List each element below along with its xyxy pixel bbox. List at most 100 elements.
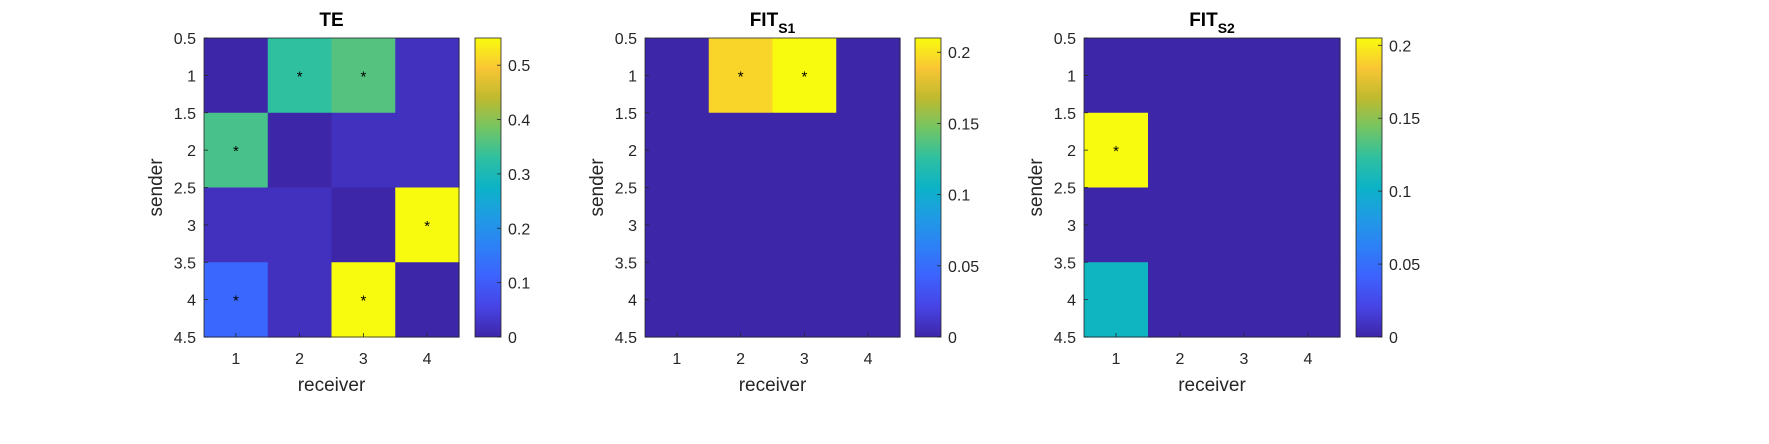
x-tick-label-3: 3 xyxy=(359,351,368,368)
y-tick-label-9: 4.5 xyxy=(1054,330,1076,347)
significance-marker-r3-c4: * xyxy=(424,218,430,235)
heatmap-cell-r1-c1 xyxy=(1084,38,1149,114)
heatmap-cell-r4-c1 xyxy=(204,262,269,338)
chart-title-subscript: S1 xyxy=(778,20,795,36)
heatmap-cell-r1-c4 xyxy=(1276,38,1341,114)
y-tick-label-8: 4 xyxy=(1067,293,1076,310)
y-axis-label: sender xyxy=(587,158,608,217)
y-tick-label-4: 2 xyxy=(628,143,637,160)
heatmap-cell-r4-c3 xyxy=(772,262,837,338)
heatmap-cell-r4-c4 xyxy=(1276,262,1341,338)
heatmap-cell-r4-c3 xyxy=(1212,262,1277,338)
y-tick-label-3: 1.5 xyxy=(615,106,637,123)
chart-title-subscript: S2 xyxy=(1218,20,1235,36)
colorbar xyxy=(914,37,942,338)
significance-marker-r1-c2: * xyxy=(297,68,303,85)
x-tick-label-3: 3 xyxy=(1240,351,1249,368)
heatmap-cell-r3-c4 xyxy=(836,187,901,263)
colorbar-tick-label-2: 0.05 xyxy=(1389,257,1420,274)
heatmap-cell-r2-c3 xyxy=(331,112,396,189)
colorbar-tick-label-4: 0.15 xyxy=(948,116,979,133)
heatmap-cell-r3-c1 xyxy=(645,187,710,263)
significance-marker-r2-c1: * xyxy=(233,143,239,160)
colorbar-tick-label-5: 0.4 xyxy=(508,113,530,130)
y-tick-label-2: 1 xyxy=(628,68,637,85)
heatmap-cell-r4-c1 xyxy=(645,262,710,338)
significance-marker-r2-c1: * xyxy=(1113,143,1119,160)
x-tick-label-3: 3 xyxy=(800,351,809,368)
colorbar-tick-label-5: 0.2 xyxy=(1389,38,1411,55)
y-tick-label-5: 2.5 xyxy=(174,181,196,198)
y-tick-label-2: 1 xyxy=(1067,68,1076,85)
significance-marker-r1-c3: * xyxy=(801,68,807,85)
heatmap-cell-r2-c4 xyxy=(836,112,901,189)
heatmap-cell-r1-c1 xyxy=(645,38,710,114)
x-axis-label: receiver xyxy=(1178,375,1246,396)
x-tick-label-4: 4 xyxy=(1304,351,1313,368)
heatmap-cell-r2-c1 xyxy=(204,112,269,189)
heatmap-cell-r4-c3 xyxy=(331,262,396,338)
chart-title: FITS2 xyxy=(1189,10,1235,36)
colorbar-tick-label-3: 0.1 xyxy=(948,188,970,205)
x-tick-label-1: 1 xyxy=(672,351,681,368)
y-tick-label-7: 3.5 xyxy=(174,255,196,272)
heatmap-cell-r3-c2 xyxy=(708,187,774,263)
chart-title-main: FIT xyxy=(750,10,779,31)
heatmap-cell-r3-c3 xyxy=(772,187,837,263)
heatmap-cell-r2-c3 xyxy=(772,112,837,189)
y-tick-label-6: 3 xyxy=(1067,218,1076,235)
colorbar-tick-label-3: 0.2 xyxy=(508,221,530,238)
heatmap-cell-r4-c4 xyxy=(395,262,460,338)
y-tick-label-9: 4.5 xyxy=(174,330,196,347)
chart-title: TE xyxy=(319,10,343,31)
heatmap-cell-r3-c1 xyxy=(1084,187,1149,263)
heatmap-cell-r2-c2 xyxy=(708,112,774,189)
chart-title-main: TE xyxy=(319,10,343,31)
y-tick-label-9: 4.5 xyxy=(615,330,637,347)
x-tick-label-4: 4 xyxy=(423,351,432,368)
panel-2: * * 0.5 1 1.5 2 2.5 3 3.5 4 4.5 1 2 3 4 receiver sender F… xyxy=(587,10,979,396)
x-tick-label-2: 2 xyxy=(1176,351,1185,368)
y-tick-label-4: 2 xyxy=(187,143,196,160)
colorbar-tick-label-5: 0.2 xyxy=(948,45,970,62)
heatmap-cell-r2-c4 xyxy=(1276,112,1341,189)
heatmap-cell-r4-c4 xyxy=(836,262,901,338)
x-tick-label-1: 1 xyxy=(1112,351,1121,368)
y-tick-label-1: 0.5 xyxy=(174,31,196,48)
heatmap-cell-r2-c3 xyxy=(1212,112,1277,189)
heatmap-cell-r3-c4 xyxy=(1276,187,1341,263)
y-axis-label: sender xyxy=(146,158,167,217)
colorbar-tick-label-4: 0.3 xyxy=(508,167,530,184)
y-tick-label-5: 2.5 xyxy=(615,181,637,198)
y-tick-label-3: 1.5 xyxy=(174,106,196,123)
y-tick-label-2: 1 xyxy=(187,68,196,85)
heatmap-cell-r4-c2 xyxy=(708,262,774,338)
heatmap-cell-r2-c2 xyxy=(267,112,333,189)
heatmap-cell-r1-c2 xyxy=(708,38,774,114)
colorbar-tick-label-1: 0 xyxy=(1389,330,1398,347)
x-axis-label: receiver xyxy=(739,375,807,396)
heatmap-cell-r2-c2 xyxy=(1148,112,1213,189)
x-axis-label: receiver xyxy=(298,375,366,396)
colorbar xyxy=(1355,37,1383,338)
y-tick-label-1: 0.5 xyxy=(1054,31,1076,48)
heatmap-cell-r1-c3 xyxy=(1212,38,1277,114)
colorbar-tick-label-1: 0 xyxy=(508,330,517,347)
colorbar-tick-label-1: 0 xyxy=(948,330,957,347)
heatmap-cell-r1-c2 xyxy=(267,38,333,114)
colorbar-tick-label-3: 0.1 xyxy=(1389,184,1411,201)
heatmap-cell-r2-c1 xyxy=(1084,112,1149,189)
significance-marker-r1-c3: * xyxy=(360,68,366,85)
y-axis-label: sender xyxy=(1026,158,1047,217)
y-tick-label-7: 3.5 xyxy=(1054,255,1076,272)
y-tick-label-8: 4 xyxy=(628,293,637,310)
heatmap-cell-r4-c2 xyxy=(1148,262,1213,338)
significance-marker-r4-c3: * xyxy=(360,293,366,310)
heatmap-cell-r2-c4 xyxy=(395,112,460,189)
panel-1: * * * * * * 0.5 1 1.5 2 2.5 3 3.5 4 4.5 1 2 3 4 receiver sen… xyxy=(146,10,530,396)
x-tick-label-1: 1 xyxy=(231,351,240,368)
heatmap-cell-r3-c3 xyxy=(1212,187,1277,263)
heatmap-cell-r3-c1 xyxy=(204,187,269,263)
heatmap-cell-r1-c4 xyxy=(395,38,460,114)
